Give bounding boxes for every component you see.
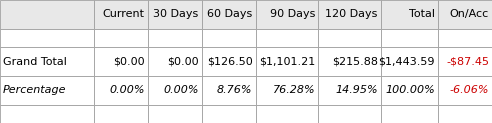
Bar [255, 0, 318, 29]
Bar [381, 47, 438, 76]
Bar [318, 47, 381, 76]
Bar [0, 0, 94, 29]
Bar [381, 105, 438, 123]
Text: Grand Total: Grand Total [3, 56, 67, 67]
Bar [318, 76, 381, 105]
Bar [94, 76, 148, 105]
Text: 100.00%: 100.00% [385, 85, 435, 95]
Bar [438, 47, 492, 76]
Bar [0, 47, 94, 76]
Text: -$87.45: -$87.45 [446, 56, 489, 67]
Text: $0.00: $0.00 [167, 56, 199, 67]
Bar [438, 76, 492, 105]
Text: On/Acc: On/Acc [450, 9, 489, 19]
Text: 0.00%: 0.00% [163, 85, 199, 95]
Text: 90 Days: 90 Days [270, 9, 315, 19]
Bar [148, 0, 202, 29]
Text: Percentage: Percentage [3, 85, 66, 95]
Bar [438, 29, 492, 47]
Bar [94, 0, 148, 29]
Text: Current: Current [103, 9, 145, 19]
Bar [202, 47, 255, 76]
Text: $0.00: $0.00 [113, 56, 145, 67]
Text: 120 Days: 120 Days [325, 9, 378, 19]
Bar [202, 105, 255, 123]
Text: 8.76%: 8.76% [217, 85, 252, 95]
Bar [318, 0, 381, 29]
Text: $1,101.21: $1,101.21 [259, 56, 315, 67]
Bar [94, 47, 148, 76]
Text: -6.06%: -6.06% [450, 85, 489, 95]
Text: 60 Days: 60 Days [207, 9, 252, 19]
Bar [438, 105, 492, 123]
Bar [438, 0, 492, 29]
Bar [0, 29, 94, 47]
Bar [255, 29, 318, 47]
Bar [381, 29, 438, 47]
Bar [202, 0, 255, 29]
Bar [318, 105, 381, 123]
Text: 0.00%: 0.00% [109, 85, 145, 95]
Bar [381, 0, 438, 29]
Bar [0, 105, 94, 123]
Bar [318, 29, 381, 47]
Bar [0, 76, 94, 105]
Text: $126.50: $126.50 [207, 56, 252, 67]
Bar [94, 105, 148, 123]
Bar [148, 47, 202, 76]
Text: $1,443.59: $1,443.59 [379, 56, 435, 67]
Text: 14.95%: 14.95% [335, 85, 378, 95]
Bar [202, 29, 255, 47]
Bar [255, 76, 318, 105]
Text: 76.28%: 76.28% [273, 85, 315, 95]
Bar [148, 76, 202, 105]
Bar [148, 105, 202, 123]
Bar [381, 76, 438, 105]
Bar [202, 76, 255, 105]
Bar [94, 29, 148, 47]
Text: $215.88: $215.88 [332, 56, 378, 67]
Bar [255, 105, 318, 123]
Bar [255, 47, 318, 76]
Text: Total: Total [409, 9, 435, 19]
Text: 30 Days: 30 Days [154, 9, 199, 19]
Bar [148, 29, 202, 47]
